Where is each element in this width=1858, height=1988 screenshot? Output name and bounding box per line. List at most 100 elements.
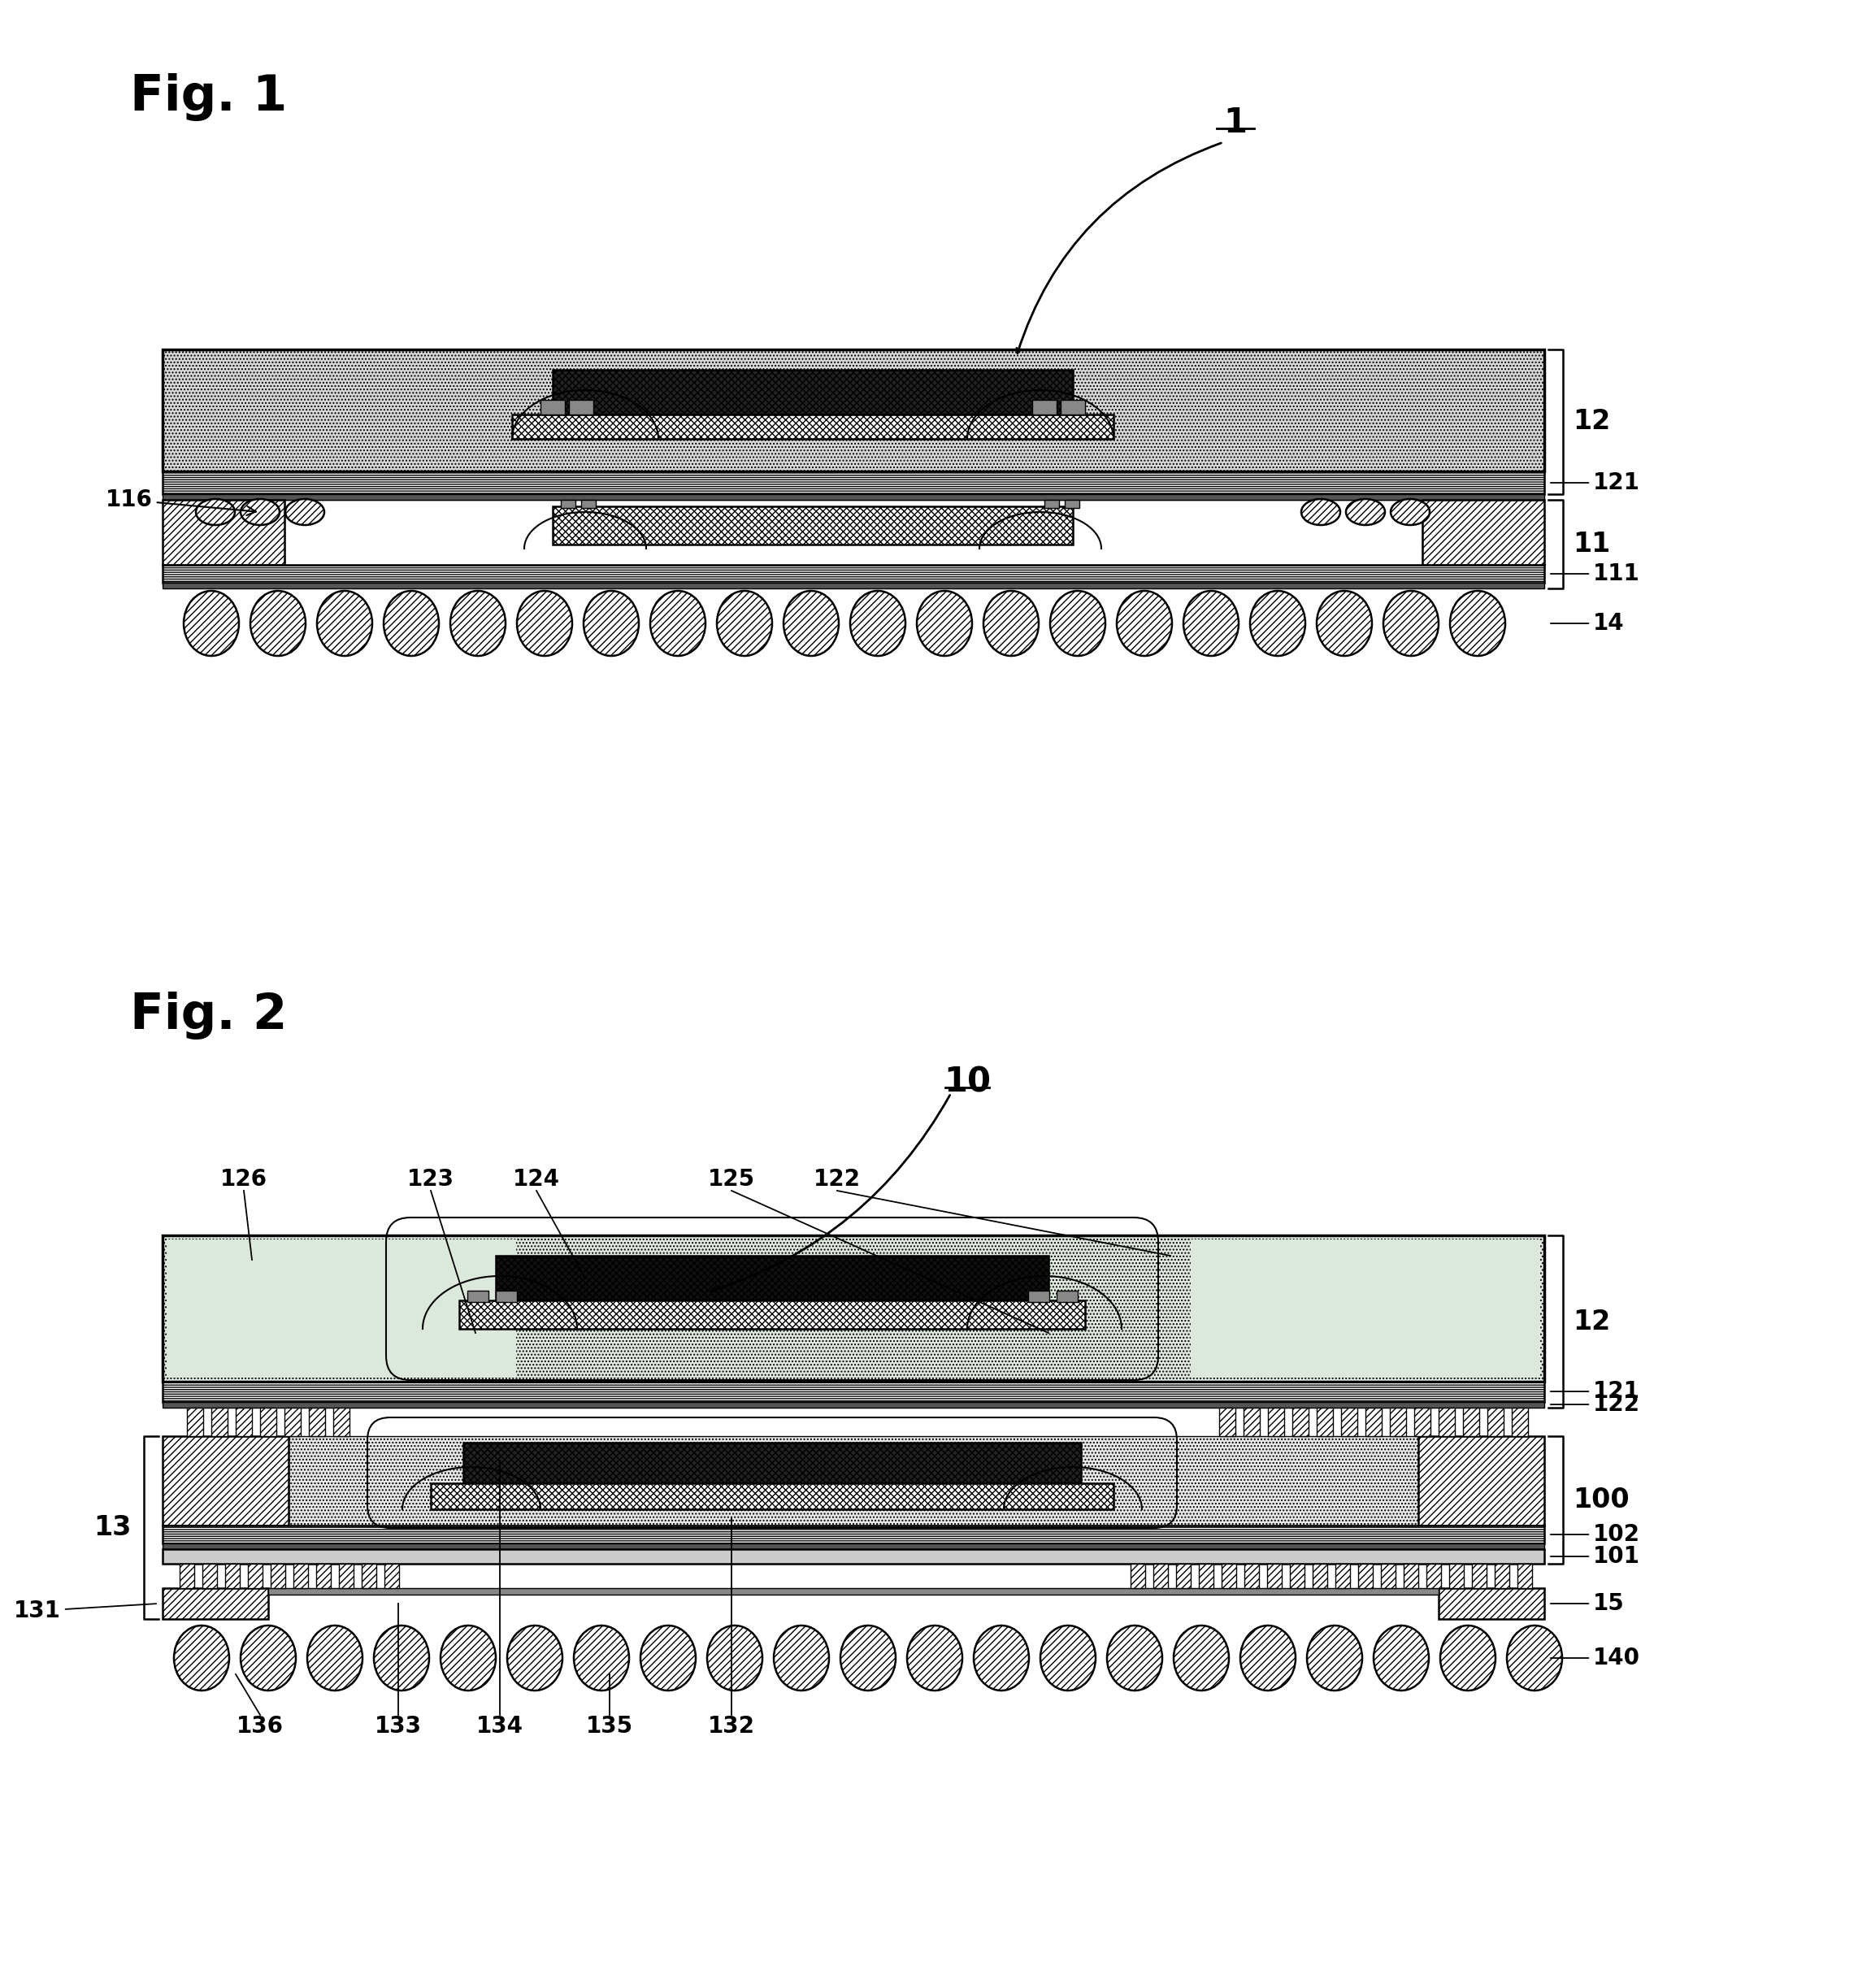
Bar — [1267, 1408, 1284, 1435]
Bar — [1427, 1565, 1442, 1588]
Bar — [1061, 400, 1085, 415]
Bar — [225, 1565, 240, 1588]
Ellipse shape — [907, 1626, 962, 1690]
Text: 14: 14 — [1551, 612, 1624, 634]
Text: 136: 136 — [236, 1716, 284, 1738]
Ellipse shape — [1306, 1626, 1362, 1690]
Ellipse shape — [650, 590, 706, 656]
Bar — [316, 1565, 331, 1588]
Text: 12: 12 — [1572, 408, 1611, 435]
Bar — [162, 1525, 1544, 1543]
Text: Fig. 2: Fig. 2 — [130, 992, 288, 1040]
Bar — [1414, 1408, 1431, 1435]
Bar — [162, 1588, 268, 1618]
Ellipse shape — [1184, 590, 1239, 656]
Bar — [162, 499, 284, 565]
Bar — [541, 400, 565, 415]
Bar — [284, 1408, 301, 1435]
Text: 122: 122 — [814, 1167, 860, 1191]
Text: 140: 140 — [1551, 1646, 1641, 1670]
Ellipse shape — [240, 1626, 295, 1690]
Ellipse shape — [440, 1626, 496, 1690]
Bar — [1358, 1565, 1373, 1588]
Bar — [1065, 499, 1079, 509]
Ellipse shape — [373, 1626, 429, 1690]
Text: 135: 135 — [585, 1716, 634, 1738]
Bar — [180, 1565, 195, 1588]
Bar — [1243, 1408, 1260, 1435]
Text: 124: 124 — [513, 1167, 559, 1191]
Ellipse shape — [450, 590, 505, 656]
Ellipse shape — [307, 1626, 362, 1690]
Text: 11: 11 — [1572, 531, 1611, 557]
Text: 121: 121 — [1551, 1380, 1641, 1404]
Bar — [1380, 1565, 1395, 1588]
Text: Fig. 1: Fig. 1 — [130, 74, 288, 121]
Bar — [338, 1565, 353, 1588]
Bar — [203, 1565, 217, 1588]
Bar — [1462, 1408, 1479, 1435]
Bar — [385, 1565, 399, 1588]
Text: 131: 131 — [13, 1600, 156, 1622]
Bar — [1423, 499, 1544, 565]
Ellipse shape — [240, 499, 279, 525]
Bar — [561, 499, 576, 509]
Bar — [268, 1588, 1438, 1594]
Ellipse shape — [773, 1626, 829, 1690]
Bar — [1438, 1588, 1544, 1618]
Text: 1: 1 — [1224, 105, 1247, 139]
Bar — [552, 370, 1072, 415]
Bar — [333, 1408, 349, 1435]
Ellipse shape — [1241, 1626, 1295, 1690]
Bar — [162, 1435, 288, 1525]
Bar — [271, 1565, 286, 1588]
Ellipse shape — [1317, 590, 1371, 656]
Bar — [236, 1408, 253, 1435]
Bar — [1438, 1408, 1455, 1435]
Bar — [431, 1483, 1113, 1509]
Bar — [162, 1543, 1544, 1549]
Bar — [1293, 1408, 1308, 1435]
Ellipse shape — [1050, 590, 1106, 656]
Ellipse shape — [195, 499, 234, 525]
Text: 15: 15 — [1551, 1592, 1624, 1614]
Bar — [1403, 1565, 1418, 1588]
Ellipse shape — [1107, 1626, 1163, 1690]
Bar — [188, 1408, 203, 1435]
Text: 111: 111 — [1551, 563, 1641, 584]
Bar — [1198, 1565, 1213, 1588]
Bar — [1488, 1408, 1503, 1435]
Text: 10: 10 — [944, 1066, 990, 1099]
Bar — [1449, 1565, 1464, 1588]
Text: 121: 121 — [1551, 471, 1641, 495]
Bar — [1176, 1565, 1191, 1588]
Bar — [582, 499, 596, 509]
Ellipse shape — [708, 1626, 762, 1690]
Ellipse shape — [1345, 499, 1384, 525]
Ellipse shape — [1373, 1626, 1429, 1690]
Ellipse shape — [383, 590, 438, 656]
Text: 126: 126 — [221, 1167, 268, 1191]
Ellipse shape — [574, 1626, 630, 1690]
Text: 100: 100 — [1572, 1487, 1629, 1513]
Bar — [1057, 1290, 1078, 1302]
Bar — [212, 1408, 227, 1435]
Bar — [496, 1290, 517, 1302]
Ellipse shape — [784, 590, 838, 656]
Bar — [1154, 1565, 1169, 1588]
Bar — [162, 1235, 1544, 1382]
Bar — [1221, 1565, 1236, 1588]
Bar — [459, 1300, 1085, 1328]
Bar — [162, 1402, 1544, 1408]
Text: 125: 125 — [708, 1167, 754, 1191]
Bar — [162, 350, 1544, 471]
Text: 116: 116 — [106, 489, 256, 515]
Ellipse shape — [1390, 499, 1429, 525]
Ellipse shape — [1440, 1626, 1496, 1690]
Text: 102: 102 — [1551, 1523, 1641, 1547]
Bar — [513, 415, 1113, 439]
Text: 134: 134 — [476, 1716, 524, 1738]
Bar — [1341, 1408, 1358, 1435]
Bar — [1366, 1408, 1382, 1435]
Bar — [1472, 1565, 1486, 1588]
